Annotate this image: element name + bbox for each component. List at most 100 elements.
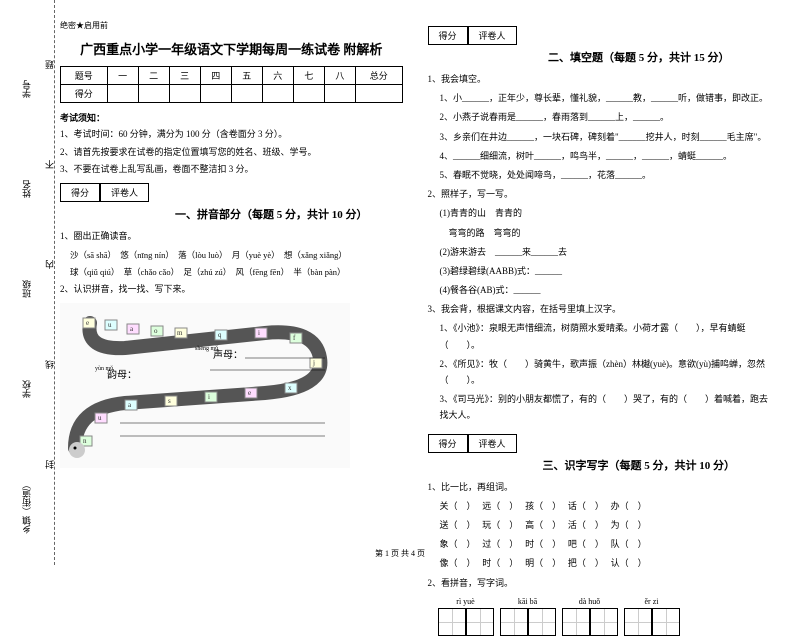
svg-text:e: e (248, 389, 251, 397)
reviewer-label: 评卷人 (100, 183, 149, 202)
section-score-box: 得分 评卷人 (428, 26, 771, 45)
score-header: 一 (107, 67, 138, 85)
score-cell-blank[interactable] (324, 85, 355, 103)
svg-text:i: i (208, 393, 210, 401)
score-header-row: 题号 一 二 三 四 五 六 七 八 总分 (61, 67, 403, 85)
compare-cell: 话（ ） (568, 501, 600, 511)
svg-text:q: q (218, 331, 222, 339)
left-column: 绝密★启用前 广西重点小学一年级语文下学期每周一练试卷 附解析 题号 一 二 三… (60, 20, 403, 555)
compare-cell: 把（ ） (568, 558, 600, 568)
pinyin-label: kāi bā (518, 597, 537, 606)
compare-cell: 送（ ） (440, 520, 472, 530)
char-box-group: dà huǒ (562, 597, 618, 636)
score-cell-blank[interactable] (355, 85, 402, 103)
score-cell-blank[interactable] (200, 85, 231, 103)
svg-text:m: m (177, 329, 183, 337)
pattern-item: 弯弯的路 弯弯的 (440, 225, 771, 241)
score-cell-blank[interactable] (138, 85, 169, 103)
compare-cell: 孩（ ） (525, 501, 557, 511)
binding-mark: 不 (43, 160, 56, 169)
score-header: 五 (231, 67, 262, 85)
svg-text:yùn mǔ: yùn mǔ (95, 366, 113, 372)
section-2-title: 二、填空题（每题 5 分，共计 15 分） (508, 49, 771, 65)
svg-text:o: o (154, 327, 158, 335)
score-cell-blank[interactable] (293, 85, 324, 103)
question-1-2: 2、认识拼音，找一找、写下来。 (60, 281, 403, 297)
notice-item: 1、考试时间：60 分钟，满分为 100 分（含卷面分 3 分）。 (60, 128, 403, 142)
pinyin-label: ěr zi (645, 597, 659, 606)
score-header: 总分 (355, 67, 402, 85)
reviewer-label: 评卷人 (468, 434, 517, 453)
char-box-group: rì yuè (438, 597, 494, 636)
char-box-group: kāi bā (500, 597, 556, 636)
svg-text:u: u (108, 321, 112, 329)
compare-cell: 玩（ ） (482, 520, 514, 530)
question-2-2: 2、照样子，写一写。 (428, 186, 771, 202)
question-2-3: 3、我会背，根据课文内容，在括号里填上汉字。 (428, 301, 771, 317)
question-1-1: 1、圈出正确读音。 (60, 228, 403, 244)
pinyin-row: 球（qiǔ qiú） 草（chǎo cǎo） 足（zhú zú） 风（fēng … (70, 264, 403, 281)
binding-mark: 内 (43, 260, 56, 269)
exam-title: 广西重点小学一年级语文下学期每周一练试卷 附解析 (60, 39, 403, 58)
svg-text:i: i (258, 329, 260, 337)
compare-cell: 远（ ） (482, 501, 514, 511)
fill-item: 3、乡亲们在井边______，一块石碑，碑刻着"______挖井人，时刻____… (440, 129, 771, 145)
compare-cell: 为（ ） (611, 520, 647, 530)
recite-item: 3、《司马光》：别的小朋友都慌了，有的（ ）哭了，有的（ ）着喊着，跑去找大人。 (440, 391, 771, 423)
compare-row: 送（ ） 玩（ ） 高（ ） 活（ ） 为（ ） (440, 517, 771, 533)
char-box[interactable] (652, 608, 680, 636)
svg-text:e: e (86, 319, 89, 327)
page-content: 绝密★启用前 广西重点小学一年级语文下学期每周一练试卷 附解析 题号 一 二 三… (0, 0, 800, 565)
score-cell-blank[interactable] (107, 85, 138, 103)
score-cell-blank[interactable] (262, 85, 293, 103)
question-3-1: 1、比一比，再组词。 (428, 479, 771, 495)
recite-item: 1、《小池》：泉眼无声惜细流，树荫照水爱晴柔。小荷才露（ ），早有蜻蜓（ ）。 (440, 320, 771, 352)
compare-cell: 活（ ） (568, 520, 600, 530)
secrecy-mark: 绝密★启用前 (60, 20, 403, 31)
fill-item: 1、小______，正年少，尊长辈，懂礼貌，______教，______听，做错… (440, 90, 771, 106)
char-box[interactable] (528, 608, 556, 636)
char-box-row: rì yuè kāi bā dà huǒ ěr zi (438, 597, 771, 636)
score-header: 八 (324, 67, 355, 85)
score-header: 六 (262, 67, 293, 85)
binding-label-school: 学校 (20, 380, 33, 398)
binding-margin: 乡镇（街道） 学校 班级 姓名 学号 封 线 内 不 题 (15, 0, 55, 565)
score-value-row: 得分 (61, 85, 403, 103)
recite-item: 2、《所见》：牧（ ）骑黄牛，歌声振（zhèn）林樾(yuè)。意欲(yù)捕鸣… (440, 356, 771, 388)
compare-cell: 明（ ） (525, 558, 557, 568)
score-header: 题号 (61, 67, 108, 85)
svg-text:u: u (98, 414, 102, 422)
score-row-label: 得分 (61, 85, 108, 103)
char-box[interactable] (624, 608, 652, 636)
notice-item: 2、请首先按要求在试卷的指定位置填写您的姓名、班级、学号。 (60, 146, 403, 160)
score-table: 题号 一 二 三 四 五 六 七 八 总分 得分 (60, 66, 403, 103)
pinyin-snake-image: e u a o m q i f j x e i s a u n 声 (60, 303, 350, 468)
section-1-title: 一、拼音部分（每题 5 分，共计 10 分） (140, 206, 403, 222)
score-cell-blank[interactable] (169, 85, 200, 103)
question-2-1: 1、我会填空。 (428, 71, 771, 87)
compare-cell: 像（ ） (440, 558, 472, 568)
pattern-item: (1)青青的山 青青的 (440, 205, 771, 221)
compare-cell: 关（ ） (440, 501, 472, 511)
question-3-2: 2、看拼音，写字词。 (428, 575, 771, 591)
section-score-box: 得分 评卷人 (428, 434, 771, 453)
score-cell-blank[interactable] (231, 85, 262, 103)
char-box[interactable] (500, 608, 528, 636)
binding-mark: 封 (43, 460, 56, 469)
char-box[interactable] (438, 608, 466, 636)
page-footer: 第 1 页 共 4 页 (0, 548, 800, 559)
binding-label-name: 姓名 (20, 180, 33, 198)
score-header: 四 (200, 67, 231, 85)
reviewer-label: 评卷人 (468, 26, 517, 45)
pinyin-label: rì yuè (456, 597, 474, 606)
binding-label-town: 乡镇（街道） (20, 480, 33, 534)
pinyin-row: 沙（sā shā） 悠（nīng nín） 落（lòu luò） 月（yuè y… (70, 247, 403, 264)
score-header: 三 (169, 67, 200, 85)
pattern-item: (2)游来游去 ______来______去 (440, 244, 771, 260)
compare-row: 关（ ） 远（ ） 孩（ ） 话（ ） 办（ ） (440, 498, 771, 514)
char-box[interactable] (466, 608, 494, 636)
svg-text:j: j (312, 359, 315, 367)
char-box[interactable] (562, 608, 590, 636)
svg-text:shēng mǔ: shēng mǔ (195, 346, 218, 352)
char-box[interactable] (590, 608, 618, 636)
